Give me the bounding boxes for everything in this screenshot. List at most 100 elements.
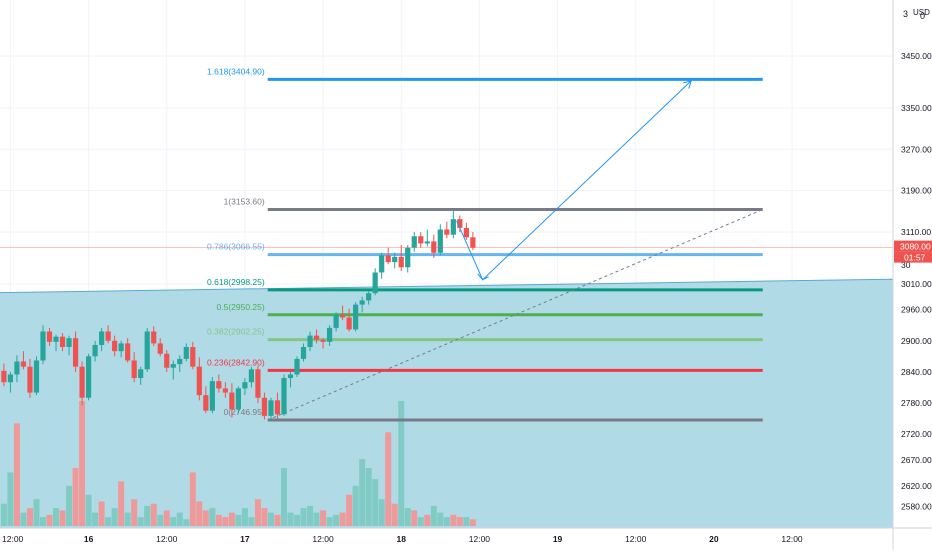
volume-bar — [411, 510, 418, 526]
price-tick-label: 3010.00 — [901, 279, 932, 289]
volume-bar — [424, 514, 431, 526]
candle-body — [125, 343, 131, 361]
volume-bar — [261, 508, 268, 526]
volume-bar — [450, 514, 457, 526]
volume-bar — [320, 510, 327, 526]
volume-bar — [228, 512, 235, 526]
candle-body — [183, 347, 189, 359]
volume-bar — [378, 499, 385, 526]
fib-level-label: 1.618(3404.90) — [207, 66, 265, 76]
projection-arrow-mid-head — [477, 273, 489, 281]
volume-bar — [150, 503, 157, 526]
volume-bar — [79, 401, 86, 526]
volume-bar — [20, 512, 27, 526]
price-tick-label: 3270.00 — [901, 144, 932, 154]
volume-bar — [352, 485, 359, 526]
candle-body — [46, 331, 53, 342]
projection-arrow-layer[interactable] — [456, 80, 692, 281]
shaded-zone-border — [0, 278, 894, 294]
candle-body — [59, 336, 66, 348]
time-tick-label: 17 — [240, 534, 250, 544]
candle-body — [366, 293, 372, 301]
candle-layer — [1, 209, 476, 421]
volume-bar — [359, 459, 366, 526]
candle-body — [450, 219, 456, 235]
candle-body — [196, 366, 202, 396]
candle-body — [99, 331, 105, 345]
candle-body — [112, 340, 118, 352]
volume-bar — [313, 512, 320, 526]
candle-body — [216, 381, 222, 389]
countdown-badge-bg — [894, 251, 932, 263]
volume-layer — [0, 401, 476, 526]
candle-body — [105, 331, 111, 341]
volume-bar — [13, 423, 20, 526]
time-tick-label: 12:00 — [312, 534, 334, 544]
candle-body — [170, 364, 176, 368]
candle-body — [235, 388, 241, 410]
volume-bar — [189, 472, 196, 526]
volume-bar — [33, 499, 40, 526]
fibonacci-retracement[interactable]: 1.618(3404.90) 1(3153.60) 0.786(3066.55) 0.… — [207, 66, 763, 422]
volume-bar — [307, 505, 314, 526]
volume-bar — [398, 401, 405, 526]
volume-bar — [46, 514, 53, 526]
candle-body — [138, 369, 144, 379]
candle-body — [333, 314, 339, 328]
fib-level-label: 0.382(2902.25) — [207, 327, 265, 337]
volume-bar — [137, 517, 144, 526]
candle-body — [281, 378, 287, 415]
fib-level-label: 0.618(2998.25) — [207, 277, 265, 287]
scale-button-log[interactable]: 0 — [920, 11, 925, 21]
volume-bar — [274, 514, 281, 526]
candle-body — [431, 241, 437, 253]
price-tick-label: 2780.00 — [901, 398, 932, 408]
volume-bar — [287, 512, 294, 526]
projection-arrow[interactable] — [456, 80, 692, 281]
candle-body — [255, 369, 261, 398]
volume-bar — [157, 514, 164, 526]
candle-body — [444, 229, 450, 235]
fib-level-label: 0.236(2842.90) — [207, 357, 265, 367]
candle-body — [222, 388, 228, 393]
fib-level-label: 1(3153.60) — [224, 197, 265, 207]
current-price-value: 3080.00 — [900, 242, 931, 252]
candle-body — [7, 374, 14, 383]
candle-body — [14, 361, 20, 375]
time-tick-label: 12:00 — [469, 534, 491, 544]
candle-body — [92, 344, 98, 357]
price-tick-label: 3110.00 — [901, 227, 931, 237]
candle-body — [268, 400, 274, 416]
candle-body — [392, 256, 398, 263]
volume-bar — [92, 512, 99, 526]
volume-bar — [222, 517, 229, 526]
candle-body — [242, 382, 248, 389]
volume-bar — [235, 514, 242, 526]
volume-bar — [7, 472, 14, 526]
volume-bar — [326, 517, 333, 526]
scale-button-auto[interactable]: 3 — [903, 9, 908, 19]
volume-bar — [176, 512, 183, 526]
candle-body — [405, 247, 411, 268]
price-tick-label: 2620.00 — [901, 481, 932, 491]
volume-bar — [26, 508, 33, 526]
volume-bar — [417, 517, 424, 526]
candle-body — [470, 237, 476, 248]
price-tick-label: 3350.00 — [901, 103, 932, 113]
volume-bar — [196, 501, 203, 526]
candle-body — [79, 366, 85, 398]
price-tick-label: 3190.00 — [901, 186, 932, 196]
candle-body — [248, 369, 255, 383]
candle-body — [177, 358, 183, 365]
candle-body — [229, 392, 235, 410]
candle-body — [40, 331, 46, 361]
volume-bar — [72, 467, 79, 526]
volume-bar — [254, 499, 261, 526]
candle-body — [385, 255, 391, 263]
candle-body — [33, 360, 40, 393]
fib-level-label: 0.5(2950.25) — [217, 302, 265, 312]
